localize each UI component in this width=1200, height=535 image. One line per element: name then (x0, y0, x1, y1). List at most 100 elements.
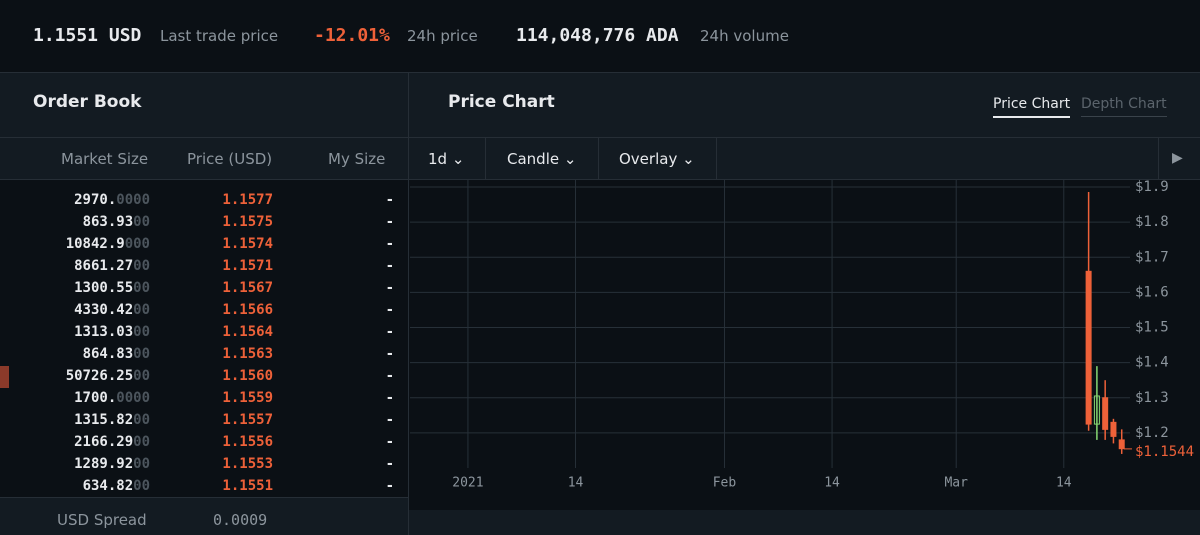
my-size: - (385, 302, 394, 318)
x-tick-label: Feb (713, 476, 737, 491)
order-row[interactable]: 1300.5500 1.1567 - (0, 277, 408, 299)
price: 1.1553 (222, 456, 273, 472)
price: 1.1556 (222, 434, 273, 450)
size: 1289.9200 (74, 456, 150, 472)
spread-label: USD Spread (57, 511, 147, 529)
my-size: - (385, 390, 394, 406)
price: 1.1571 (222, 258, 273, 274)
last-price-label: $1.1544 (1135, 444, 1194, 460)
my-size: - (385, 214, 394, 230)
dropdown-label: 1d (428, 150, 448, 168)
column-header: Market Size (61, 150, 149, 168)
order-row[interactable]: 1315.8200 1.1557 - (0, 409, 408, 431)
candle-body (1093, 395, 1100, 425)
my-size: - (385, 478, 394, 494)
play-button[interactable]: ▶ (1172, 150, 1183, 166)
divider (598, 138, 599, 179)
dropdown-label: Overlay (619, 150, 678, 168)
order-row[interactable]: 1313.0300 1.1564 - (0, 321, 408, 343)
tab[interactable]: Price Chart (993, 96, 1071, 118)
divider (0, 497, 408, 498)
divider (1158, 138, 1159, 179)
size: 50726.2500 (66, 368, 150, 384)
panel-title: Price Chart (448, 92, 555, 112)
order-row[interactable]: 10842.9000 1.1574 - (0, 233, 408, 255)
size-main: 864.83 (82, 346, 134, 362)
order-row[interactable]: 634.8200 1.1551 - (0, 475, 408, 497)
my-size: - (385, 456, 394, 472)
size-main: 2166.29 (74, 434, 134, 450)
y-tick-label: $1.8 (1135, 214, 1169, 230)
size: 8661.2700 (74, 258, 150, 274)
size-pad: 00 (133, 280, 150, 296)
size: 1700.0000 (74, 390, 150, 406)
size-main: 1300.55 (74, 280, 134, 296)
my-size: - (385, 346, 394, 362)
order-row[interactable]: 50726.2500 1.1560 - (0, 365, 408, 387)
my-size: - (385, 192, 394, 208)
stat-value: -12.01% (314, 25, 390, 46)
order-list-bg (0, 180, 408, 497)
price: 1.1563 (222, 346, 273, 362)
spread-value: 0.0009 (213, 511, 268, 529)
order-row[interactable]: 4330.4200 1.1566 - (0, 299, 408, 321)
price: 1.1557 (222, 412, 273, 428)
order-row[interactable]: 1289.9200 1.1553 - (0, 453, 408, 475)
size-main: 634.82 (82, 478, 134, 494)
size: 1315.8200 (74, 412, 150, 428)
chart-header-panel (409, 73, 1200, 180)
price: 1.1567 (222, 280, 273, 296)
size-pad: 000 (124, 236, 150, 252)
x-tick-label: 2021 (452, 476, 483, 491)
y-tick-label: $1.9 (1135, 180, 1169, 195)
divider (716, 138, 717, 179)
stat-value: 1.1551 USD (33, 25, 142, 46)
column-header: Price (USD) (187, 150, 273, 168)
stats-bar: 1.1551 USD Last trade price -12.01% 24h pri… (0, 0, 1200, 73)
order-row[interactable]: 864.8300 1.1563 - (0, 343, 408, 365)
size-pad: 00 (133, 324, 150, 340)
size-pad: 00 (133, 412, 150, 428)
size-pad: 00 (133, 478, 150, 494)
price: 1.1575 (222, 214, 273, 230)
tab[interactable]: Depth Chart (1081, 96, 1167, 117)
x-tick-label: Mar (944, 476, 968, 491)
size: 4330.4200 (74, 302, 150, 318)
size-main: 1700. (74, 390, 117, 406)
order-row[interactable]: 2970.0000 1.1577 - (0, 189, 408, 211)
size: 2166.2900 (74, 434, 150, 450)
order-row[interactable]: 8661.2700 1.1571 - (0, 255, 408, 277)
size: 10842.9000 (66, 236, 150, 252)
y-tick-label: $1.2 (1135, 425, 1169, 441)
divider (408, 73, 409, 535)
y-tick-label: $1.4 (1135, 355, 1169, 371)
size-main: 4330.42 (74, 302, 134, 318)
order-row[interactable]: 2166.2900 1.1556 - (0, 431, 408, 453)
divider (485, 138, 486, 179)
dropdown[interactable]: 1d ⌄ (428, 150, 465, 168)
size: 863.9300 (83, 214, 150, 230)
dropdown[interactable]: Overlay ⌄ (619, 150, 695, 168)
candle-body (1110, 421, 1117, 437)
size-main: 8661.27 (74, 258, 134, 274)
y-tick-label: $1.7 (1135, 249, 1169, 265)
size-main: 10842.9 (65, 236, 125, 252)
size: 2970.0000 (74, 192, 150, 208)
order-row[interactable]: 863.9300 1.1575 - (0, 211, 408, 233)
size: 864.8300 (83, 346, 150, 362)
my-size: - (385, 412, 394, 428)
dropdown[interactable]: Candle ⌄ (507, 150, 577, 168)
price: 1.1574 (222, 236, 273, 252)
x-tick-label: 14 (568, 476, 584, 491)
order-row[interactable]: 1700.0000 1.1559 - (0, 387, 408, 409)
size-main: 50726.25 (65, 368, 134, 384)
candle-body (1102, 397, 1109, 430)
my-size: - (385, 258, 394, 274)
size: 1300.5500 (74, 280, 150, 296)
price: 1.1559 (222, 390, 273, 406)
my-size: - (385, 324, 394, 340)
x-tick-label: 14 (1056, 476, 1072, 491)
my-size: - (385, 280, 394, 296)
y-tick-label: $1.3 (1135, 390, 1169, 406)
